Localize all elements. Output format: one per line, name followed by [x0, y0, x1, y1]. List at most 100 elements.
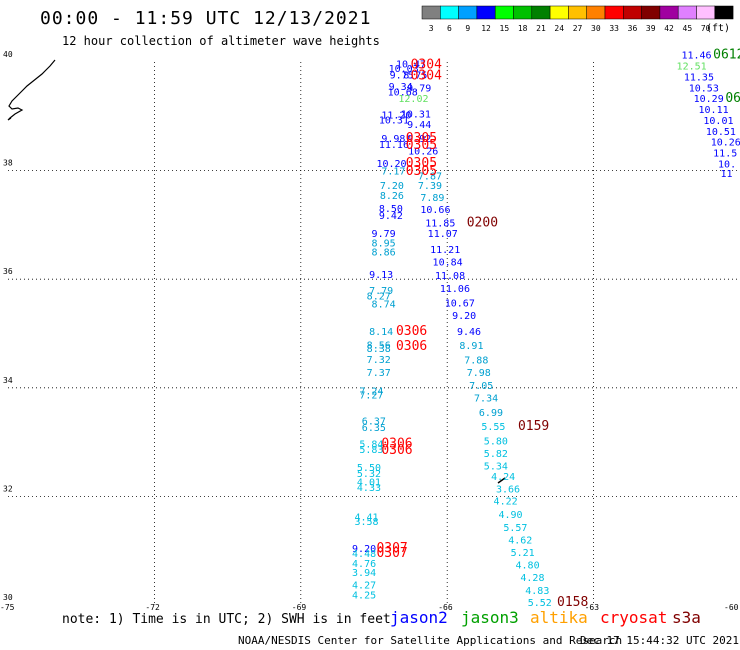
legend-swatch [714, 5, 734, 20]
swh-value-label: 10. [718, 159, 736, 170]
swh-value-label: 7.89 [420, 193, 444, 204]
lat-tick-label: 40 [3, 50, 13, 59]
swh-value-label: 4.33 [357, 483, 381, 494]
lat-tick-label: 36 [3, 267, 13, 276]
lon-tick-label: -63 [585, 603, 600, 612]
legend-swatch [531, 5, 551, 20]
satellite-s3a-label: s3a [672, 608, 701, 627]
swh-value-label: 4.27 [352, 581, 376, 592]
swh-value-label: 9.98 [381, 134, 405, 145]
swh-value-label: 10.31 [401, 109, 431, 120]
swh-value-label: 11.35 [684, 72, 714, 83]
swh-value-label: 5.83 [359, 445, 383, 456]
swh-value-label: 5.55 [481, 422, 505, 433]
legend-swatch [623, 5, 642, 20]
swh-value-label: 8.75 [403, 70, 427, 81]
legend-bin-label: 12 [481, 24, 491, 33]
swh-value-label: 4.25 [352, 590, 376, 601]
generated-timestamp: Dec 17 15:44:32 UTC 2021 [580, 634, 739, 647]
legend-swatch [494, 5, 514, 20]
satellite-jason3-label: jason3 [461, 608, 519, 627]
legend-bin-label: 36 [628, 24, 638, 33]
swh-value-label: 8.14 [369, 327, 393, 338]
swh-value-label: 6.35 [362, 423, 386, 434]
swh-value-label: 7.87 [418, 171, 442, 182]
swh-value-label: 8.95 [372, 239, 396, 250]
swh-value-label: 8.38 [367, 344, 391, 355]
satellite-jason2-label: jason2 [390, 608, 448, 627]
swh-value-label: 6.99 [479, 408, 503, 419]
swh-value-label: 4.83 [525, 586, 549, 597]
swh-value-label: 9.79 [372, 229, 396, 240]
observation-time-label: 0306 [396, 324, 427, 339]
legend-swatch [696, 5, 716, 20]
swh-value-label: 10.84 [433, 258, 463, 269]
swh-value-label: 7.34 [474, 393, 498, 404]
swh-value-label: 4.80 [516, 561, 540, 572]
lon-tick-label: -75 [0, 603, 15, 612]
swh-value-label: 5.82 [484, 449, 508, 460]
swh-value-label: 10.66 [420, 205, 450, 216]
swh-value-label: 9.79 [407, 83, 431, 94]
legend-swatch [604, 5, 624, 20]
swh-value-label: 8.50 [379, 204, 403, 215]
swh-value-label: 9.20 [452, 311, 476, 322]
footnote: note: 1) Time is in UTC; 2) SWH is in fe… [62, 612, 391, 627]
observation-time-label: 0612 [713, 48, 740, 63]
observation-time-label: 0200 [467, 216, 498, 231]
observation-time-label: 0305 [406, 164, 437, 179]
swh-value-label: 4.41 [354, 512, 378, 523]
swh-value-label: 7.27 [359, 391, 383, 402]
swh-value-label: 11.5 [713, 148, 737, 159]
swh-value-label: 10.26 [408, 146, 438, 157]
swh-value-label: 12.51 [677, 62, 707, 73]
swh-value-label: 12.02 [398, 94, 428, 105]
swh-value-label: 5.32 [357, 469, 381, 480]
legend-bin-label: 70 [701, 24, 711, 33]
swh-value-label: 10.26 [711, 138, 740, 149]
lat-tick-label: 38 [3, 159, 13, 168]
swh-value-label: 8.27 [367, 291, 391, 302]
legend-bin-label: 6 [447, 24, 452, 33]
lon-tick-label: -60 [724, 603, 739, 612]
swh-value-label: 9.13 [369, 270, 393, 281]
swh-value-label: 5.52 [528, 598, 552, 609]
swh-value-label: 10.67 [445, 298, 475, 309]
lat-tick-label: 30 [3, 593, 13, 602]
legend-swatch [568, 5, 587, 20]
observation-time-label: 0306 [381, 437, 412, 452]
swh-value-label: 11.06 [440, 284, 470, 295]
swh-value-label: 3.66 [496, 485, 520, 496]
legend-bin-label: 30 [591, 24, 601, 33]
swh-value-label: 11.07 [428, 229, 458, 240]
legend-bin-label: 39 [646, 24, 656, 33]
legend-bin-label: 9 [465, 24, 470, 33]
lat-tick-label: 32 [3, 484, 13, 493]
swh-value-label: 11 [720, 169, 732, 180]
swh-value-label: 8.26 [380, 191, 404, 202]
swh-value-label: 11.08 [435, 271, 465, 282]
swh-value-label: 7.20 [380, 181, 404, 192]
swh-value-label: 4.22 [494, 497, 518, 508]
lat-tick-label: 34 [3, 376, 13, 385]
legend-bin-label: 21 [536, 24, 546, 33]
swh-value-label: 4.48 [352, 549, 376, 560]
observation-time-label: 0305 [406, 138, 437, 153]
swh-value-label: 8.91 [459, 341, 483, 352]
observation-time-label: 06 [725, 91, 740, 106]
swh-value-label: 5.21 [511, 548, 535, 559]
swh-value-label: 7.17 [381, 166, 405, 177]
swh-value-label: 4.90 [498, 510, 522, 521]
observation-time-label: 0306 [381, 443, 412, 458]
swh-value-label: 11.85 [425, 219, 455, 230]
swh-value-label: 10.47 [396, 59, 426, 70]
lon-tick-label: -66 [438, 603, 453, 612]
swh-value-label: 7.05 [469, 381, 493, 392]
legend-swatch [549, 5, 569, 20]
swh-value-label: 11.20 [381, 110, 411, 121]
legend-bin-label: 27 [573, 24, 583, 33]
swh-value-label: 7.24 [359, 386, 383, 397]
legend-bin-label: 42 [664, 24, 674, 33]
swh-value-label: 7.39 [418, 181, 442, 192]
